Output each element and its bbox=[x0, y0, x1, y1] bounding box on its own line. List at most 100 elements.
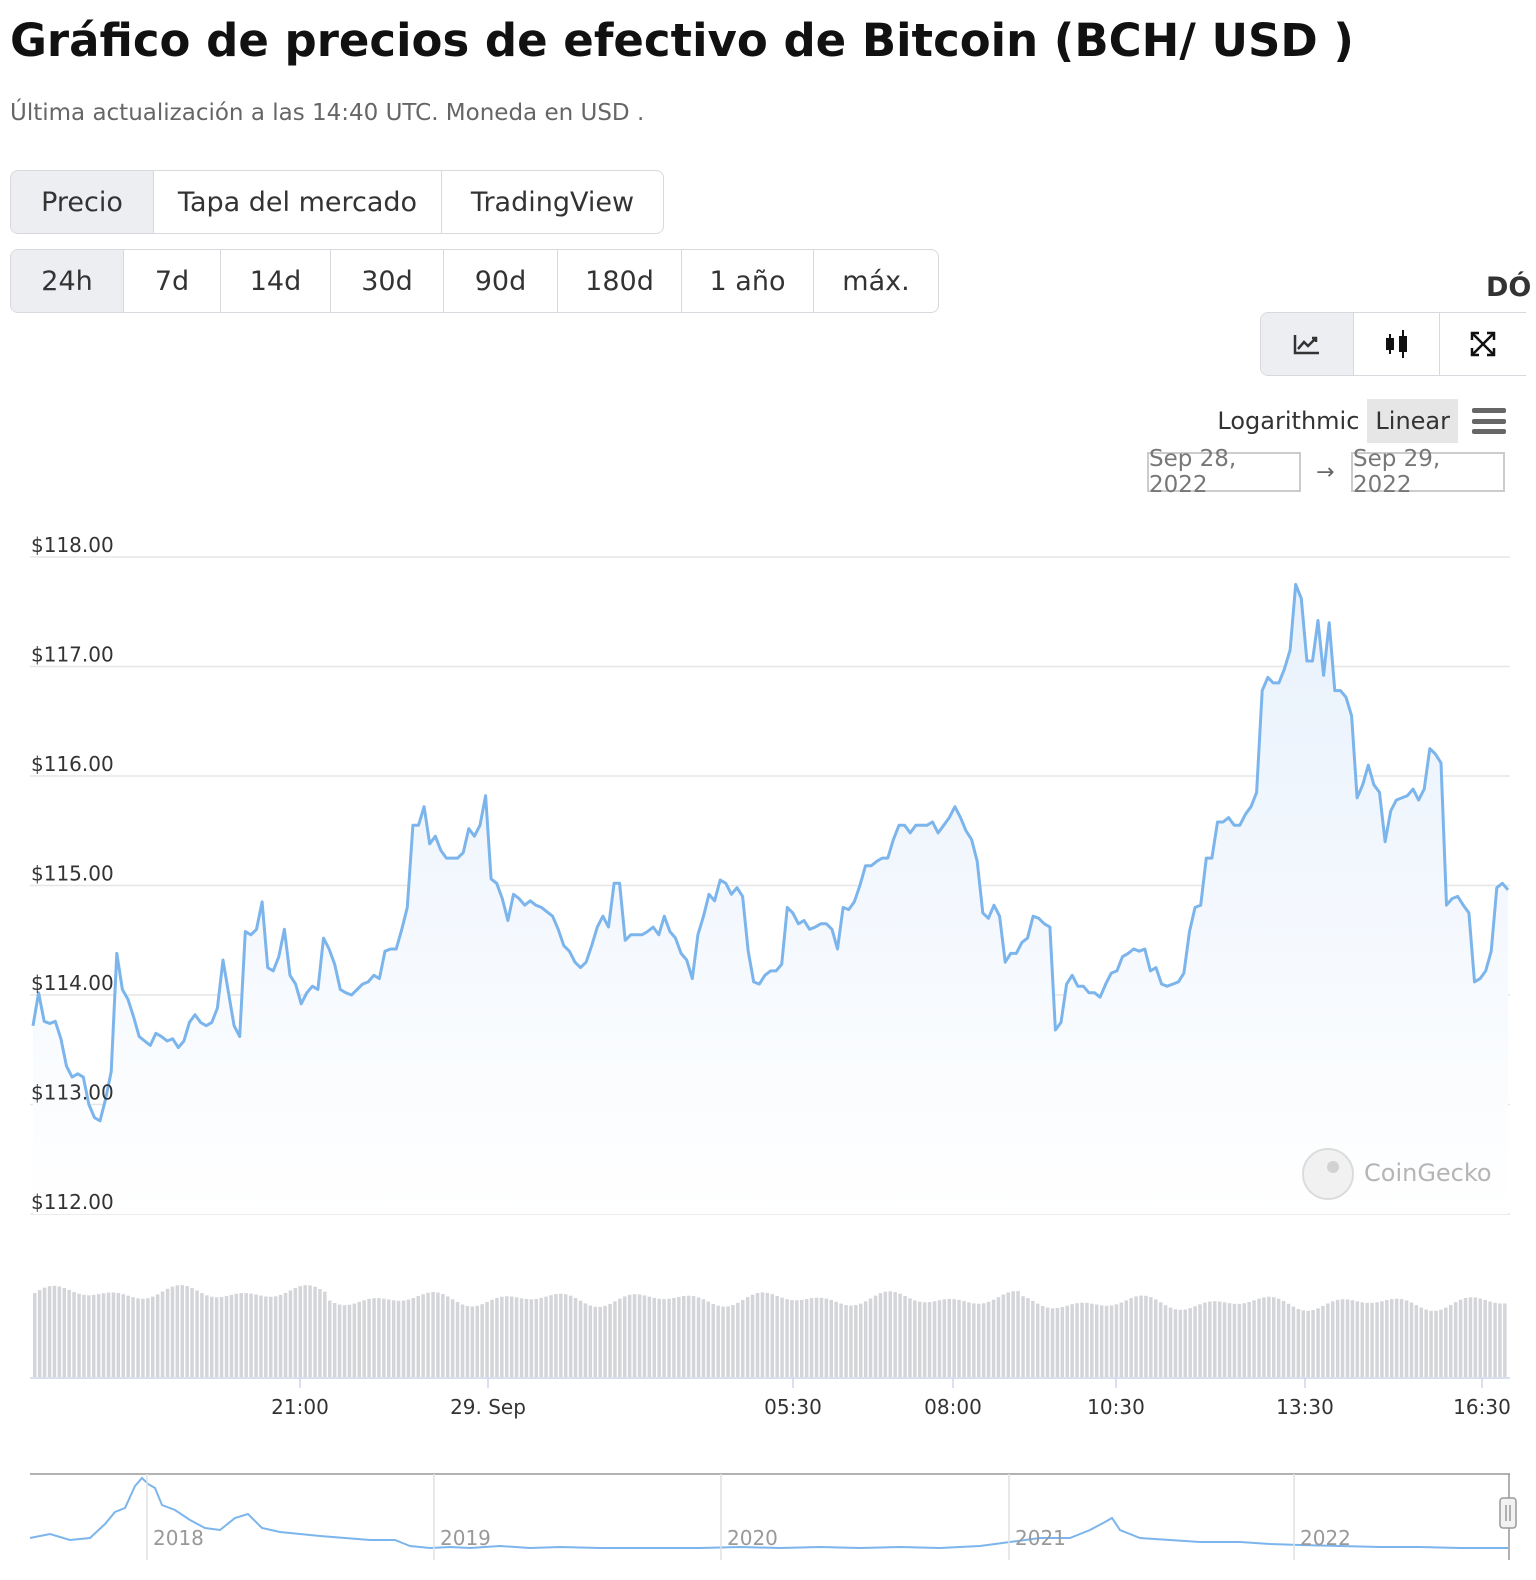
date-from-input[interactable]: Sep 28, 2022 bbox=[1147, 446, 1301, 498]
volume-bar bbox=[942, 1299, 947, 1377]
volume-bar bbox=[780, 1297, 784, 1377]
volume-bar bbox=[898, 1293, 902, 1377]
volume-bar bbox=[1144, 1295, 1148, 1377]
volume-bar bbox=[524, 1299, 529, 1377]
volume-bar bbox=[249, 1293, 253, 1377]
volume-bar bbox=[1217, 1301, 1222, 1377]
volume-bar bbox=[1247, 1302, 1251, 1377]
volume-bar bbox=[1178, 1309, 1183, 1377]
volume-bar bbox=[200, 1293, 204, 1377]
range-1y-button[interactable]: 1 año bbox=[682, 250, 814, 312]
volume-bar bbox=[155, 1294, 160, 1377]
volume-bar bbox=[1473, 1297, 1478, 1377]
volume-bar bbox=[1404, 1300, 1409, 1377]
volume-bar bbox=[922, 1302, 927, 1377]
range-30d-button[interactable]: 30d bbox=[331, 250, 444, 312]
volume-bar bbox=[632, 1294, 637, 1377]
volume-bar bbox=[411, 1298, 416, 1377]
volume-bar bbox=[1335, 1299, 1340, 1377]
volume-bar bbox=[568, 1295, 573, 1377]
volume-bar bbox=[219, 1297, 224, 1377]
range-24h-button[interactable]: 24h bbox=[11, 250, 124, 312]
volume-bar bbox=[1276, 1298, 1281, 1377]
volume-bar bbox=[1301, 1310, 1305, 1377]
fullscreen-button[interactable] bbox=[1440, 313, 1526, 375]
volume-bar bbox=[1419, 1307, 1423, 1377]
chart-type-tabs: Precio Tapa del mercado TradingView bbox=[10, 170, 664, 234]
tab-tradingview[interactable]: TradingView bbox=[470, 186, 635, 218]
candlestick-button[interactable] bbox=[1354, 313, 1440, 375]
volume-bar bbox=[288, 1290, 293, 1377]
range-14d-button[interactable]: 14d bbox=[221, 250, 331, 312]
volume-bar bbox=[878, 1293, 883, 1377]
volume-bar bbox=[505, 1296, 509, 1377]
volume-bar bbox=[819, 1297, 824, 1377]
volume-bar bbox=[573, 1298, 578, 1377]
volume-bar bbox=[564, 1294, 568, 1377]
navigator-handle[interactable] bbox=[1499, 1497, 1517, 1529]
volume-bar bbox=[1468, 1297, 1473, 1377]
volume-bar bbox=[701, 1299, 706, 1377]
volume-bar bbox=[1134, 1296, 1138, 1377]
price-chart: $112.00 $113.00 $114.00 $115.00 $116.00 $117.… bbox=[29, 533, 1517, 1560]
x-tick-label: 29. Sep bbox=[450, 1395, 526, 1419]
line-chart-button[interactable] bbox=[1261, 313, 1354, 375]
volume-bar bbox=[745, 1297, 750, 1377]
date-to-input[interactable]: Sep 29, 2022 bbox=[1351, 446, 1505, 498]
volume-bar bbox=[1458, 1299, 1463, 1377]
volume-bar bbox=[455, 1302, 460, 1377]
volume-bar bbox=[637, 1294, 642, 1377]
volume-bar bbox=[180, 1285, 184, 1377]
y-tick-label: $112.00 bbox=[31, 1190, 114, 1214]
volume-bar bbox=[996, 1297, 1001, 1377]
volume-bar bbox=[696, 1297, 701, 1377]
time-navigator[interactable]: 2018 2019 2020 2021 2022 bbox=[29, 1473, 1517, 1560]
volume-bar bbox=[967, 1302, 971, 1377]
hamburger-menu-icon[interactable] bbox=[1472, 408, 1506, 434]
range-90d-button[interactable]: 90d bbox=[444, 250, 558, 312]
volume-bar bbox=[706, 1301, 711, 1377]
volume-bar bbox=[947, 1298, 951, 1377]
volume-bar bbox=[278, 1294, 283, 1377]
tab-market-cap[interactable]: Tapa del mercado bbox=[154, 171, 442, 233]
volume-bar bbox=[1036, 1303, 1040, 1377]
volume-bar bbox=[957, 1299, 961, 1377]
volume-bar bbox=[1026, 1298, 1030, 1377]
volume-bar bbox=[1503, 1303, 1507, 1377]
volume-bar bbox=[1306, 1310, 1310, 1377]
volume-bar bbox=[37, 1290, 42, 1377]
volume-bar bbox=[224, 1296, 229, 1377]
time-range-selector: 24h 7d 14d 30d 90d 180d 1 año máx. bbox=[10, 249, 939, 313]
volume-bar bbox=[406, 1299, 411, 1377]
volume-bar bbox=[1321, 1306, 1325, 1377]
currency-label: DÓ bbox=[1486, 272, 1532, 303]
volume-bar bbox=[1021, 1296, 1025, 1377]
volume-bar bbox=[1006, 1292, 1010, 1377]
volume-bar bbox=[269, 1296, 273, 1377]
volume-bar bbox=[342, 1305, 347, 1377]
x-tick-label: 16:30 bbox=[1453, 1395, 1511, 1419]
volume-bar bbox=[500, 1296, 504, 1377]
volume-bar bbox=[750, 1294, 755, 1377]
volume-bar bbox=[775, 1295, 779, 1377]
volume-bar bbox=[981, 1303, 986, 1377]
volume-bar bbox=[465, 1306, 470, 1377]
range-max-button[interactable]: máx. bbox=[842, 265, 910, 297]
tab-price[interactable]: Precio bbox=[11, 171, 154, 233]
volume-bar bbox=[1498, 1303, 1502, 1377]
volume-bar bbox=[1316, 1308, 1320, 1377]
volume-bar bbox=[603, 1305, 607, 1377]
volume-bar bbox=[918, 1301, 922, 1377]
volume-bar bbox=[111, 1292, 116, 1377]
volume-bar bbox=[1065, 1305, 1069, 1377]
logarithmic-scale-option[interactable]: Logarithmic bbox=[1217, 407, 1360, 435]
volume-bar bbox=[116, 1293, 121, 1377]
volume-bar bbox=[1350, 1300, 1355, 1377]
volume-bar bbox=[544, 1296, 548, 1377]
linear-scale-option[interactable]: Linear bbox=[1367, 399, 1458, 443]
y-axis-labels: $112.00 $113.00 $114.00 $115.00 $116.00 $117.… bbox=[31, 533, 114, 1214]
volume-bar bbox=[1311, 1310, 1315, 1377]
range-180d-button[interactable]: 180d bbox=[558, 250, 682, 312]
volume-bar bbox=[1183, 1309, 1187, 1377]
range-7d-button[interactable]: 7d bbox=[124, 250, 221, 312]
